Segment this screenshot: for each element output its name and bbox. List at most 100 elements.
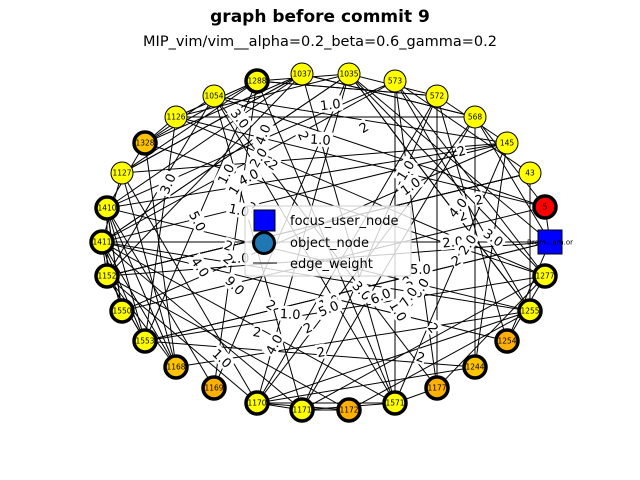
node-label: 1244 [465,363,484,372]
edge [106,142,508,209]
edge [394,80,438,389]
edge-weight-label: 1.0 [277,305,303,323]
legend-box [244,205,412,277]
edge-weight-label: 1.0 [317,95,344,114]
focus-user-node-marker [537,229,563,255]
graph-node-1126: 1126 [164,105,188,129]
node-marker [94,263,120,289]
node-label: 1171 [292,406,311,415]
node-marker [244,390,270,416]
edge-weight-label: 2 [300,318,316,337]
node-marker [382,390,408,416]
node-marker [202,84,226,108]
edge [394,80,531,174]
edge [121,142,508,174]
node-label: 573 [388,77,403,86]
edge [175,310,531,368]
edge-weight-label: 2 [315,343,327,361]
edge [106,207,177,368]
graph-node-1172: 1172 [336,397,362,423]
edge-weight-label-bg [307,130,334,148]
edge [256,366,476,404]
edge-weight-label-bg [261,329,287,359]
edge-weight-label: 4.0 [250,120,275,149]
edge-weight-label-text: 3.0 [227,106,252,132]
focus-user-node-legend-icon [253,209,276,232]
legend-label-edge-weight: edge_weight [290,257,373,272]
graph-node-1254: 1254 [494,328,520,354]
edge [121,80,258,174]
edge-weight-label: 9.0 [221,271,250,300]
graph-node-1571: 1571 [382,390,408,416]
node-label: 1553 [135,337,154,346]
graph-node-1411: 1411 [89,229,115,255]
edge [106,73,303,209]
edge [106,80,396,209]
node-label: 1255 [520,307,539,316]
node-label: 1277 [535,272,554,281]
edge [436,95,508,342]
edge-weight-label-text: 1.0 [309,132,331,148]
node-marker [290,62,314,86]
edge-weight-label: 2 [414,348,428,367]
graph-node-1277: 1277 [532,263,558,289]
edge [256,80,438,97]
node-label: 1037 [292,70,311,79]
graph-node-1177: 1177 [424,375,450,401]
node-label: 1169 [204,384,223,393]
edge-weight-label: 5.0 [185,206,211,236]
edge-weight-label-bg [314,296,343,321]
edge-weight-label-bg [187,252,214,282]
edge-weight-label-bg [315,343,327,360]
graph-node-573: 573 [383,69,407,93]
edge-weight-label-text: 4.0 [253,122,275,147]
edge-weight-label-text: 5.0 [410,263,431,278]
edge [213,95,508,144]
edge-weight-label-bg [395,172,425,200]
node-label: 1254 [497,337,516,346]
edge-weight-label-text: 2 [252,325,263,341]
edge [106,207,215,389]
edge-weight-label-bg [221,236,236,254]
edge [348,73,531,312]
edge-weight-label: 4.0 [261,329,287,359]
edge-weight-label-bg [250,120,274,149]
edge [144,241,551,342]
edge-weight-label-bg [300,318,316,337]
edge [301,73,476,118]
edge [144,275,546,342]
graph-node-1152: 1152 [94,263,120,289]
edge [144,73,303,144]
edge [394,80,546,277]
edge [121,73,303,174]
node-marker [94,195,120,221]
node-marker [517,298,543,324]
node-marker [463,105,487,129]
edge-weight-label-bg [295,128,313,143]
node-label: 1127 [112,169,131,178]
legend: focus_user_node object_node edge_weight [244,205,412,277]
node-marker [164,105,188,129]
edge-weight-label: 1.0 [307,130,334,149]
edge-weight-label-text: 2 [474,193,485,209]
node-layer: 1288 1037 1035 573 572 568 145 43 1054 1126 1328 11… [89,62,573,423]
node-marker [289,397,315,423]
edge [506,241,551,342]
edge-weight-label-bg [395,282,422,312]
graph-node-43: 43 [518,161,542,185]
node-marker [132,130,158,156]
chart-subtitle: MIP_vim/vim__alpha=0.2_beta=0.6_gamma=0.… [143,34,497,50]
graph-node-572: 572 [425,84,449,108]
edge-weight-label-bg [454,229,481,259]
graph-node-1550: 1550 [109,298,135,324]
node-label: 1172 [339,406,358,415]
edge-weight-label-bg [208,344,237,373]
edge-weight-label-text: 2 [316,345,327,361]
edge [101,241,303,411]
edge-weight-label-bg [245,143,272,172]
edge-weight-label-bg [233,164,263,190]
node-marker [336,397,362,423]
graph-node-1037: 1037 [290,62,314,86]
edge-weight-label-bg [392,155,419,185]
node-marker [337,62,361,86]
